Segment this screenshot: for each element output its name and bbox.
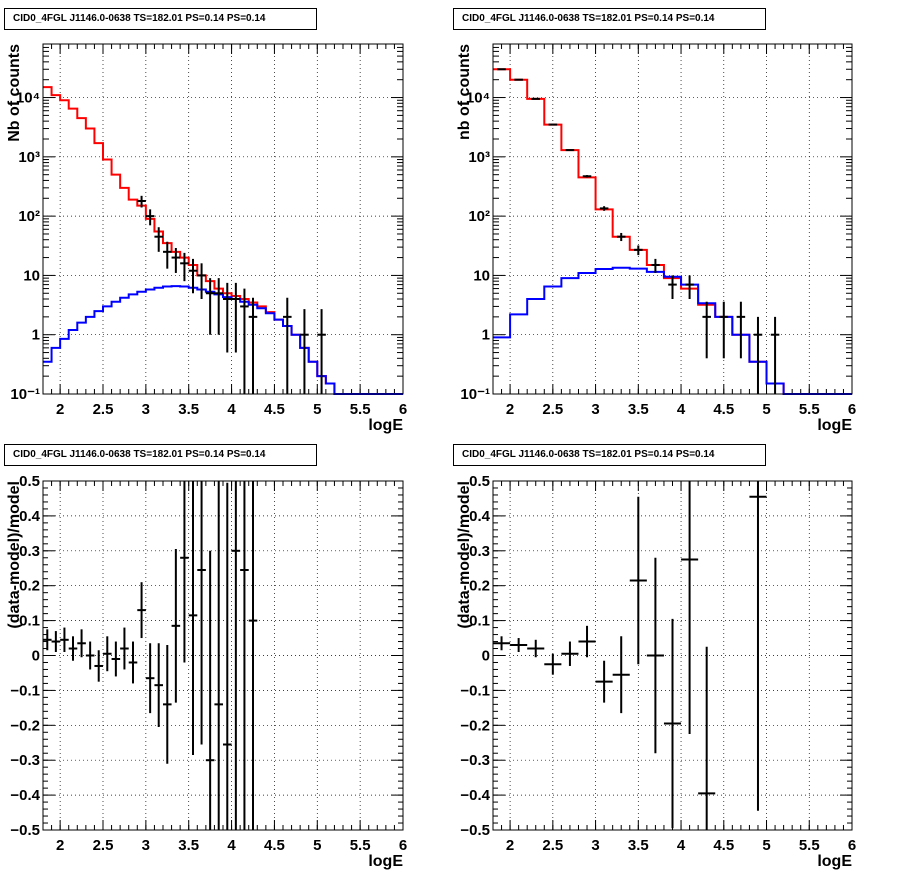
x-tick-label: 5: [762, 837, 770, 854]
title-top-right: CID0_4FGL J1146.0-0638 TS=182.01 PS=0.14…: [453, 8, 766, 30]
x-tick-label: 2.5: [542, 401, 563, 418]
y-tick-label: −0.5: [10, 822, 40, 839]
plot-frame: [42, 480, 404, 831]
model-curve-source: [493, 266, 852, 395]
x-tick-label: 2.5: [93, 837, 114, 854]
x-tick-label: 5: [313, 837, 321, 854]
x-tick-label: 2: [56, 837, 64, 854]
x-tick-label: 4.5: [713, 401, 734, 418]
y-tick-label: 0.2: [19, 578, 40, 595]
y-tick-label: 10⁻¹: [10, 386, 40, 403]
y-tick-label: 10²: [468, 208, 490, 225]
y-axis-label: (data-model)/model: [456, 481, 473, 629]
chart-panel-4: 2 2.5 3 3.5 4 4.5 5 5.5 6 −0.5 −0.4 −0.3 −0.2 −0.1 0 0.…: [456, 473, 856, 870]
x-tick-label: 3: [142, 401, 150, 418]
y-tick-label: 10³: [18, 149, 40, 166]
y-tick-label: 0: [32, 648, 40, 665]
x-tick-label: 5.5: [350, 401, 371, 418]
chart-panel-2: 2 2.5 3 3.5 4 4.5 5 5.5 6 10⁻¹ 1 10 10² 10³ 10⁴ logE nb …: [456, 43, 856, 434]
x-tick-label: 4.5: [264, 401, 285, 418]
y-tick-label: 0.3: [19, 543, 40, 560]
x-tick-label: 4: [677, 837, 686, 854]
x-tick-label: 5: [762, 401, 770, 418]
y-tick-label: 10²: [18, 208, 40, 225]
title-top-left: CID0_4FGL J1146.0-0638 TS=182.01 PS=0.14…: [4, 8, 317, 30]
y-tick-label: 0.3: [469, 543, 490, 560]
y-axis-label: nb of counts: [456, 44, 473, 140]
y-tick-label: −0.4: [460, 787, 490, 804]
y-tick-label: 10⁻¹: [460, 386, 490, 403]
y-tick-label: 10: [473, 267, 490, 284]
y-axis-label: (data-model)/model: [6, 481, 23, 629]
y-tick-label: 10: [23, 267, 40, 284]
y-tick-label: −0.3: [10, 752, 40, 769]
y-tick-label: −0.2: [460, 717, 490, 734]
y-tick-label: −0.5: [460, 822, 490, 839]
x-tick-label: 3: [591, 401, 599, 418]
x-tick-label: 5: [313, 401, 321, 418]
x-tick-label: 4.5: [713, 837, 734, 854]
y-tick-label: 0: [482, 648, 490, 665]
y-tick-label: 0.4: [19, 508, 41, 525]
y-tick-label: −0.3: [460, 752, 490, 769]
model-curve-total: [493, 68, 852, 395]
x-tick-label: 5.5: [350, 837, 371, 854]
y-tick-label: 1: [482, 327, 490, 344]
y-tick-label: 10⁴: [466, 90, 490, 107]
x-tick-label: 3.5: [628, 837, 649, 854]
y-tick-label: 10³: [468, 149, 490, 166]
model-curve-source: [43, 285, 403, 395]
x-tick-label: 3.5: [178, 837, 199, 854]
chart-panel-3: 2 2.5 3 3.5 4 4.5 5 5.5 6 −0.5 −0.4 −0.3 −0.2 −0.1 0 0.…: [6, 473, 407, 870]
x-tick-label: 4: [227, 837, 236, 854]
x-tick-label: 6: [848, 401, 856, 418]
x-tick-label: 3: [591, 837, 599, 854]
y-tick-label: −0.2: [10, 717, 40, 734]
y-tick-label: 0.2: [469, 578, 490, 595]
y-tick-label: −0.4: [10, 787, 40, 804]
x-axis-label: logE: [368, 417, 403, 434]
x-tick-label: 2.5: [542, 837, 563, 854]
y-tick-label: −0.1: [10, 682, 40, 699]
title-bottom-left: CID0_4FGL J1146.0-0638 TS=182.01 PS=0.14…: [4, 444, 317, 466]
x-tick-label: 6: [848, 837, 856, 854]
x-tick-label: 6: [399, 401, 407, 418]
x-tick-label: 5.5: [799, 837, 820, 854]
x-axis-label: logE: [817, 417, 852, 434]
x-tick-label: 6: [399, 837, 407, 854]
plot-frame: [42, 43, 404, 395]
model-curve-total: [43, 86, 403, 395]
x-tick-label: 4: [227, 401, 236, 418]
y-tick-label: 0.4: [469, 508, 491, 525]
y-tick-label: 10⁴: [16, 90, 40, 107]
x-tick-label: 2: [506, 837, 514, 854]
y-tick-label: 0.5: [19, 473, 40, 490]
plot-frame: [492, 43, 853, 395]
y-tick-label: 0.1: [469, 613, 490, 630]
plot-frame: [492, 480, 853, 831]
x-axis-label: logE: [368, 853, 403, 870]
title-bottom-right: CID0_4FGL J1146.0-0638 TS=182.01 PS=0.14…: [453, 444, 766, 466]
x-tick-label: 2.5: [93, 401, 114, 418]
x-tick-label: 2: [56, 401, 64, 418]
y-axis-label: Nb of counts: [6, 44, 23, 142]
y-tick-label: 0.5: [469, 473, 490, 490]
chart-panel-1: 2 2.5 3 3.5 4 4.5 5 5.5 6 10⁻¹ 1 10 10² 10³ 10⁴ logE Nb …: [6, 43, 407, 434]
x-tick-label: 5.5: [799, 401, 820, 418]
y-tick-label: −0.1: [460, 682, 490, 699]
y-tick-label: 0.1: [19, 613, 40, 630]
x-tick-label: 4.5: [264, 837, 285, 854]
y-tick-label: 1: [32, 327, 40, 344]
x-tick-label: 2: [506, 401, 514, 418]
x-axis-label: logE: [817, 853, 852, 870]
x-tick-label: 3.5: [628, 401, 649, 418]
x-tick-label: 3: [142, 837, 150, 854]
x-tick-label: 3.5: [178, 401, 199, 418]
x-tick-label: 4: [677, 401, 686, 418]
